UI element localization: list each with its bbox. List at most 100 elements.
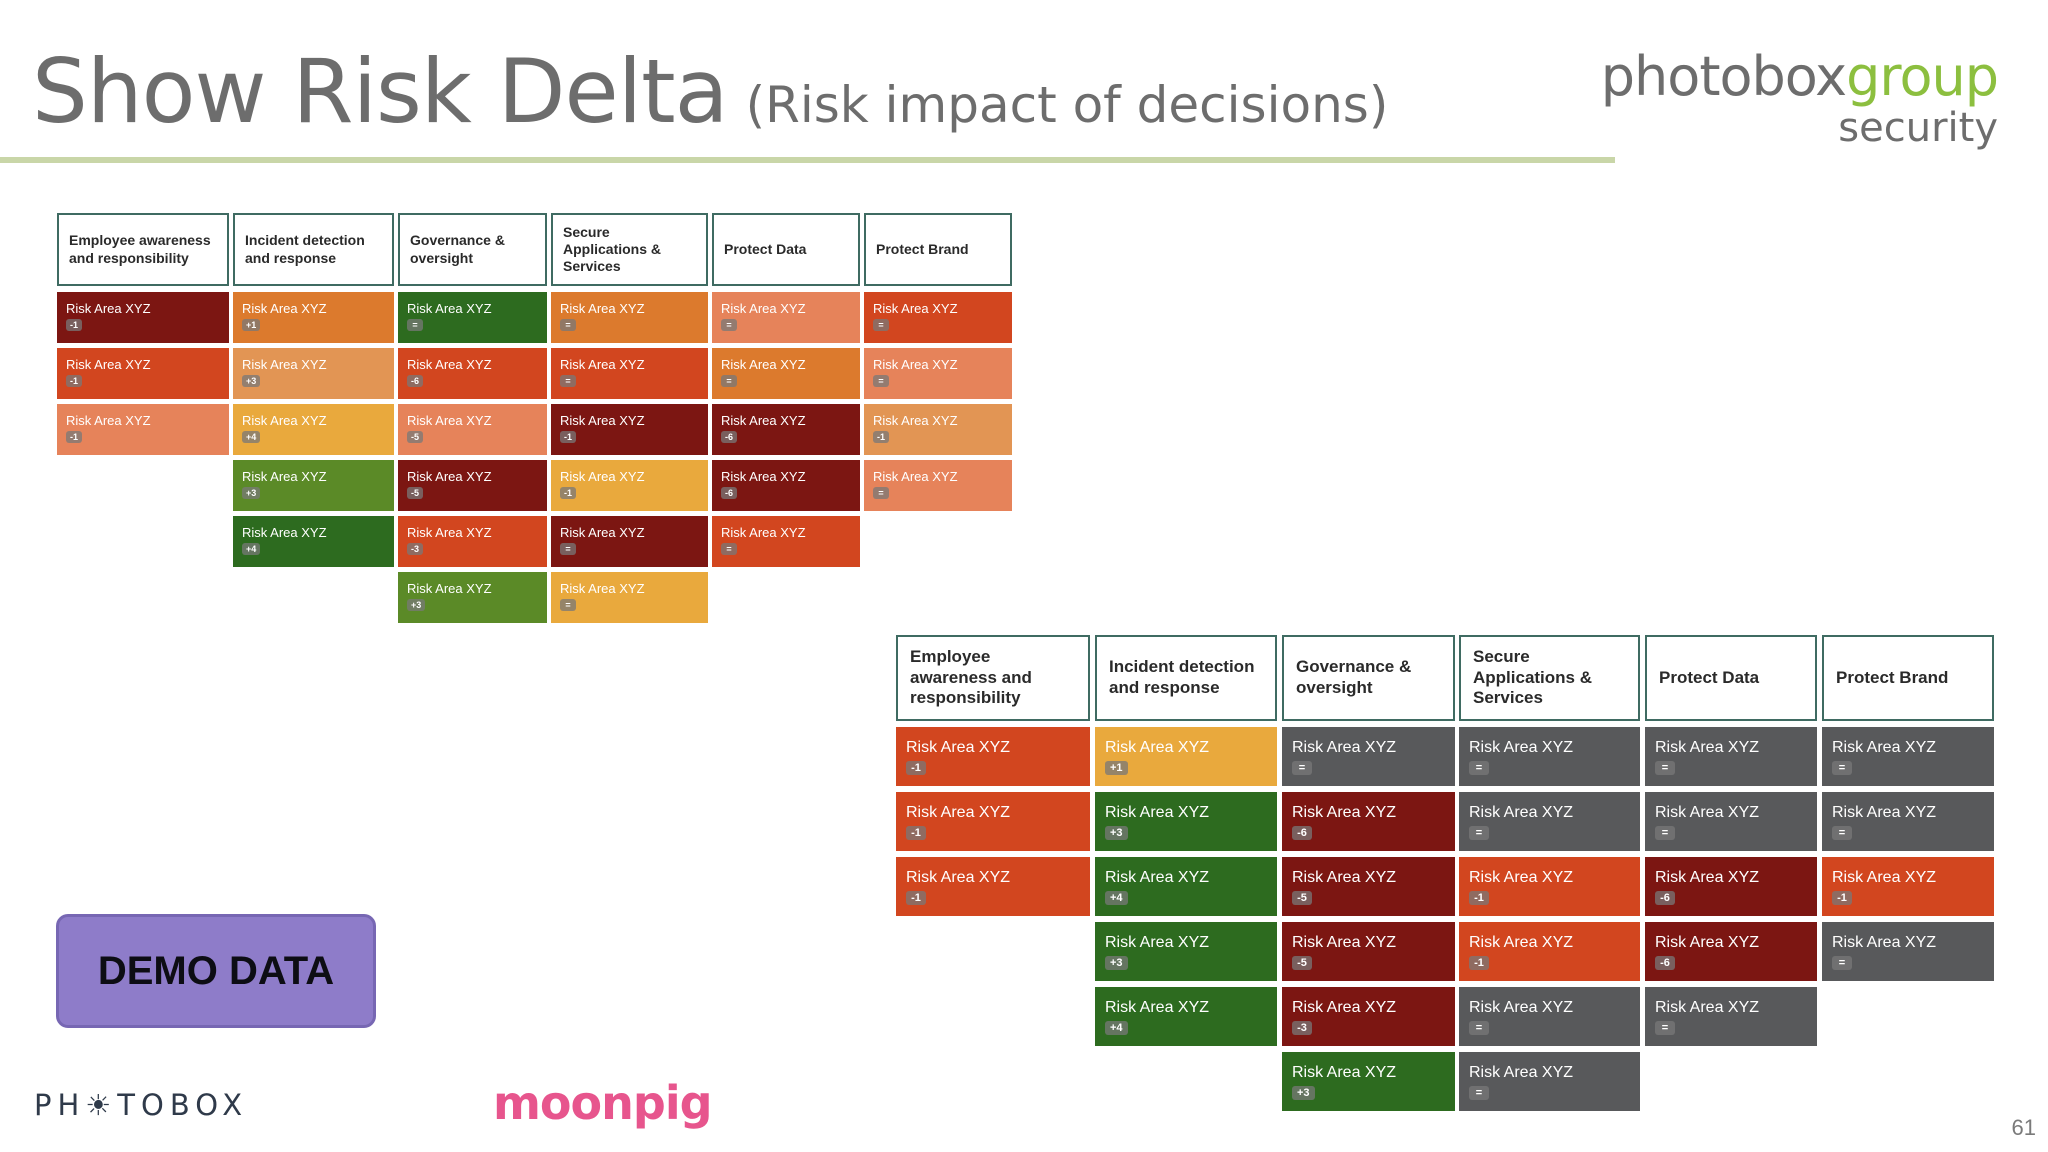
risk-cell-label: Risk Area XYZ [560,301,645,316]
risk-cell-label: Risk Area XYZ [407,413,492,428]
risk-cell-label: Risk Area XYZ [1105,999,1210,1016]
risk-delta-badge: = [1832,761,1852,775]
risk-delta-badge: -1 [1469,891,1489,905]
risk-cell-label: Risk Area XYZ [1469,1064,1574,1081]
page-number: 61 [2011,1115,2036,1140]
risk-delta-badge: -3 [1292,1021,1312,1035]
risk-cell-label: Risk Area XYZ [721,469,806,484]
risk-delta-badge: -6 [721,431,738,443]
risk-cell: Risk Area XYZ = [1459,792,1640,851]
risk-cell: Risk Area XYZ = [1459,987,1640,1046]
risk-cell-label: Risk Area XYZ [721,413,806,428]
risk-cell-label: Risk Area XYZ [1655,934,1760,951]
risk-delta-badge: = [873,487,889,499]
risk-delta-badge: -6 [1655,956,1675,970]
risk-delta-badge: = [1832,826,1852,840]
risk-cell-label: Risk Area XYZ [721,357,806,372]
risk-delta-badge: +1 [242,319,261,331]
column-header: Protect Data [1645,635,1817,721]
risk-cell-label: Risk Area XYZ [407,469,492,484]
risk-delta-badge: = [1469,826,1489,840]
moonpig-logo: moonpig [493,1076,713,1130]
risk-cell: Risk Area XYZ -1 [1459,857,1640,916]
risk-delta-badge: -1 [873,431,890,443]
risk-cell: Risk Area XYZ +3 [233,460,394,511]
risk-cell-label: Risk Area XYZ [242,525,327,540]
risk-cell-label: Risk Area XYZ [1469,804,1574,821]
risk-cell-label: Risk Area XYZ [560,525,645,540]
risk-delta-badge: +4 [1105,891,1128,905]
risk-delta-badge: -1 [1832,891,1852,905]
risk-cell: Risk Area XYZ -1 [1822,857,1994,916]
risk-delta-badge: +3 [407,599,426,611]
risk-cell: Risk Area XYZ -1 [896,727,1090,786]
risk-delta-badge: -1 [906,826,926,840]
risk-cell-label: Risk Area XYZ [873,469,958,484]
risk-cell-label: Risk Area XYZ [1105,804,1210,821]
risk-delta-badge: = [560,319,576,331]
risk-delta-badge: = [1655,1021,1675,1035]
risk-cell: Risk Area XYZ = [551,572,708,623]
risk-delta-badge: +3 [1292,1086,1315,1100]
risk-cell-label: Risk Area XYZ [1292,999,1397,1016]
risk-delta-badge: -1 [66,319,83,331]
risk-delta-badge: = [560,599,576,611]
risk-cell-label: Risk Area XYZ [560,581,645,596]
risk-cell-label: Risk Area XYZ [1292,804,1397,821]
risk-cell-label: Risk Area XYZ [906,804,1011,821]
risk-cell-label: Risk Area XYZ [1832,934,1937,951]
risk-cell-label: Risk Area XYZ [66,357,151,372]
risk-delta-badge: = [721,319,737,331]
risk-delta-badge: +3 [242,487,261,499]
column-header: Governance & oversight [1282,635,1455,721]
risk-cell-label: Risk Area XYZ [873,301,958,316]
risk-cell: Risk Area XYZ -1 [1459,922,1640,981]
risk-cell: Risk Area XYZ -1 [57,404,229,455]
risk-delta-badge: -6 [1292,826,1312,840]
risk-cell-label: Risk Area XYZ [873,357,958,372]
risk-cell: Risk Area XYZ -5 [1282,922,1455,981]
page-title: Show Risk Delta (Risk impact of decisions… [32,40,1388,143]
risk-cell: Risk Area XYZ -5 [1282,857,1455,916]
risk-cell-label: Risk Area XYZ [1292,1064,1397,1081]
column-header: Incident detection and response [233,213,394,286]
risk-cell: Risk Area XYZ = [1645,792,1817,851]
risk-cell-label: Risk Area XYZ [242,357,327,372]
risk-cell: Risk Area XYZ -1 [896,857,1090,916]
risk-cell: Risk Area XYZ -3 [1282,987,1455,1046]
brand-security-text: security [1838,105,1998,151]
risk-delta-badge: = [560,543,576,555]
risk-cell: Risk Area XYZ +4 [233,404,394,455]
risk-cell: Risk Area XYZ +3 [1095,792,1277,851]
photobox-logo: PH☀TOBOX [34,1088,249,1122]
risk-delta-badge: -6 [721,487,738,499]
title-underline [0,157,1615,163]
risk-delta-badge: -1 [66,431,83,443]
risk-cell: Risk Area XYZ -5 [398,460,547,511]
risk-cell-label: Risk Area XYZ [1292,934,1397,951]
risk-cell: Risk Area XYZ = [551,348,708,399]
risk-cell: Risk Area XYZ +3 [398,572,547,623]
title-main: Show Risk Delta [32,40,729,143]
risk-delta-badge: -5 [407,431,424,443]
risk-cell: Risk Area XYZ +3 [1282,1052,1455,1111]
risk-cell-label: Risk Area XYZ [1105,869,1210,886]
column-header: Protect Brand [864,213,1012,286]
risk-cell: Risk Area XYZ = [551,516,708,567]
risk-cell-label: Risk Area XYZ [560,357,645,372]
risk-cell: Risk Area XYZ -6 [398,348,547,399]
risk-delta-badge: -5 [407,487,424,499]
risk-cell-label: Risk Area XYZ [407,301,492,316]
risk-cell: Risk Area XYZ = [1282,727,1455,786]
risk-cell: Risk Area XYZ -1 [896,792,1090,851]
risk-cell: Risk Area XYZ = [551,292,708,343]
risk-cell: Risk Area XYZ +4 [1095,857,1277,916]
risk-delta-badge: -1 [1469,956,1489,970]
risk-cell-label: Risk Area XYZ [1832,739,1937,756]
title-subtitle: (Risk impact of decisions) [745,76,1389,134]
risk-cell-label: Risk Area XYZ [242,301,327,316]
risk-cell: Risk Area XYZ -6 [712,404,860,455]
risk-cell-label: Risk Area XYZ [1292,869,1397,886]
risk-delta-badge: = [560,375,576,387]
risk-delta-badge: +3 [1105,826,1128,840]
